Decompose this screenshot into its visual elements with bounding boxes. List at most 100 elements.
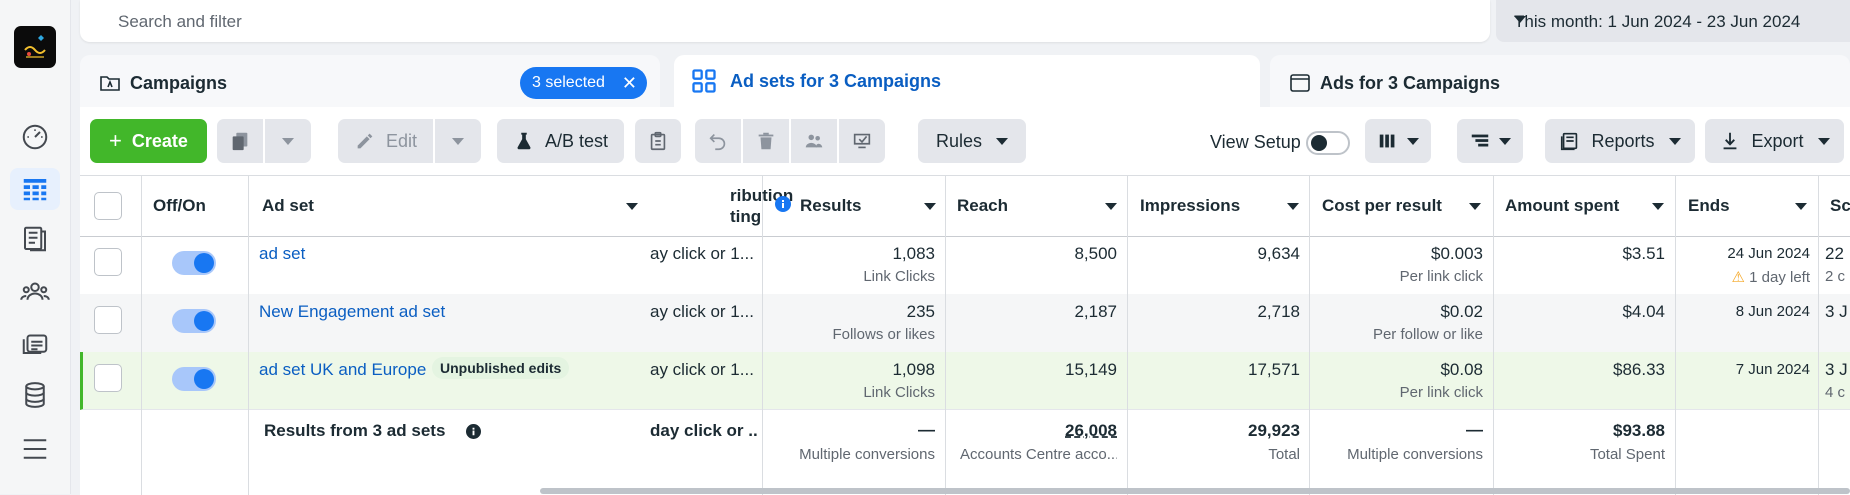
tab-campaigns[interactable]: Campaigns 3 selected ✕: [80, 55, 660, 107]
duplicate-button[interactable]: [217, 119, 263, 163]
view-setup-toggle[interactable]: [1306, 131, 1350, 155]
adset-name-link[interactable]: New Engagement ad set: [259, 302, 446, 321]
summary-impressions: 29,923: [1248, 421, 1300, 440]
breakdown-button[interactable]: [1457, 119, 1523, 163]
tab-adsets-label: Ad sets for 3 Campaigns: [730, 71, 942, 91]
pages-icon[interactable]: [10, 218, 60, 260]
tab-adsets[interactable]: Ad sets for 3 Campaigns: [674, 55, 1260, 107]
edit-dropdown[interactable]: [435, 119, 481, 163]
audience-icon[interactable]: [10, 270, 60, 312]
col-impressions[interactable]: Impressions: [1140, 196, 1241, 215]
dashboard-icon[interactable]: [10, 116, 60, 158]
row-toggle[interactable]: [172, 367, 216, 391]
cpr-type: Per follow or like: [1372, 326, 1483, 343]
view-setup-label: View Setup: [1210, 132, 1301, 152]
selected-count: 3 selected: [532, 74, 605, 91]
adset-name-link[interactable]: ad set: [259, 244, 306, 263]
adsets-table: Off/On Ad set ribution ting Results Reac…: [80, 175, 1850, 495]
undo-button[interactable]: [695, 119, 741, 163]
chevron-down-icon[interactable]: [1469, 203, 1481, 210]
chevron-down-icon[interactable]: [924, 203, 936, 210]
row-checkbox[interactable]: [94, 248, 122, 276]
chevron-down-icon: [1668, 137, 1681, 145]
table-row[interactable]: [80, 352, 1850, 410]
toolbar: + Create Edit A/B test Rules View Setup: [80, 107, 1850, 175]
left-nav-rail: [0, 0, 71, 494]
row-toggle[interactable]: [172, 251, 216, 275]
results-type: Follows or likes: [832, 326, 935, 343]
horizontal-scrollbar[interactable]: [540, 488, 1850, 494]
summary-results: —: [918, 420, 935, 439]
flask-icon: [517, 132, 531, 150]
business-logo[interactable]: [14, 26, 56, 68]
chevron-down-icon[interactable]: [1287, 203, 1299, 210]
col-schedule[interactable]: Sc: [1830, 196, 1850, 215]
attribution-cell: ay click or 1...: [650, 302, 754, 321]
summary-reach-sub: Accounts Centre acco...: [960, 446, 1117, 463]
chevron-down-icon[interactable]: [1105, 203, 1117, 210]
col-results[interactable]: Results: [800, 196, 862, 215]
ab-test-button[interactable]: A/B test: [497, 119, 624, 163]
schedule-sub: 4 c: [1825, 384, 1846, 401]
row-checkbox[interactable]: [94, 306, 122, 334]
summary-label: Results from 3 ad sets: [264, 421, 446, 440]
duplicate-dropdown[interactable]: [265, 119, 311, 163]
billing-icon[interactable]: [10, 374, 60, 416]
col-cost-per-result[interactable]: Cost per result: [1322, 196, 1442, 215]
summary-reach[interactable]: 26,008: [1065, 421, 1117, 440]
date-range-picker[interactable]: This month: 1 Jun 2024 - 23 Jun 2024: [1496, 0, 1850, 42]
menu-icon[interactable]: [10, 428, 60, 470]
chevron-down-icon[interactable]: [1652, 203, 1664, 210]
search-filter-bar[interactable]: Search and filter: [80, 0, 1490, 42]
row-checkbox[interactable]: [94, 364, 122, 392]
reports-button[interactable]: Reports: [1545, 119, 1695, 163]
results-type: Link Clicks: [863, 268, 935, 285]
reach-value: 2,187: [1074, 302, 1117, 321]
rules-label: Rules: [935, 130, 983, 151]
attribution-cell: ay click or 1...: [650, 360, 754, 379]
audience-button[interactable]: [791, 119, 837, 163]
chevron-down-icon[interactable]: [1795, 203, 1807, 210]
chevron-down-icon: [1499, 137, 1511, 145]
reports-label: Reports: [1591, 130, 1655, 151]
create-button[interactable]: + Create: [90, 119, 207, 163]
table-icon[interactable]: [10, 168, 60, 210]
schedule-value: 3 J: [1825, 302, 1848, 321]
info-icon[interactable]: [775, 196, 791, 212]
col-amount-spent[interactable]: Amount spent: [1505, 196, 1620, 215]
row-toggle[interactable]: [172, 309, 216, 333]
summary-spent: $93.88: [1613, 421, 1665, 440]
clear-selection-icon[interactable]: ✕: [621, 73, 637, 93]
search-placeholder: Search and filter: [118, 12, 242, 31]
cpr-type: Per link click: [1399, 384, 1483, 401]
tab-ads-label: Ads for 3 Campaigns: [1320, 73, 1501, 93]
selected-count-pill[interactable]: 3 selected ✕: [520, 67, 647, 99]
col-ends[interactable]: Ends: [1688, 196, 1730, 215]
edit-button[interactable]: Edit: [338, 119, 433, 163]
adset-name-link[interactable]: ad set UK and Europe: [259, 360, 427, 379]
col-ad-set[interactable]: Ad set: [262, 196, 314, 215]
results-value: 235: [906, 302, 935, 321]
table-row[interactable]: [80, 294, 1850, 353]
preview-button[interactable]: [839, 119, 885, 163]
col-reach[interactable]: Reach: [957, 196, 1009, 215]
select-all-checkbox[interactable]: [94, 192, 122, 220]
info-icon[interactable]: [466, 424, 481, 439]
impressions-value: 2,718: [1257, 302, 1300, 321]
ab-test-label: A/B test: [544, 130, 609, 151]
col-off-on[interactable]: Off/On: [153, 196, 206, 215]
export-button[interactable]: Export: [1705, 119, 1844, 163]
media-icon[interactable]: [10, 322, 60, 364]
chevron-down-icon[interactable]: [626, 203, 638, 210]
reports-icon: [1561, 132, 1578, 151]
tab-ads[interactable]: Ads for 3 Campaigns: [1270, 55, 1850, 107]
summary-results-sub: Multiple conversions: [799, 446, 935, 463]
delete-button[interactable]: [743, 119, 789, 163]
clipboard-button[interactable]: [635, 119, 681, 163]
col-attribution-line2[interactable]: ting: [730, 207, 762, 226]
rules-button[interactable]: Rules: [918, 119, 1026, 163]
summary-row: [80, 410, 1850, 495]
columns-button[interactable]: [1365, 119, 1431, 163]
toggle-knob: [1311, 135, 1327, 151]
cpr-type: Per link click: [1399, 268, 1483, 285]
